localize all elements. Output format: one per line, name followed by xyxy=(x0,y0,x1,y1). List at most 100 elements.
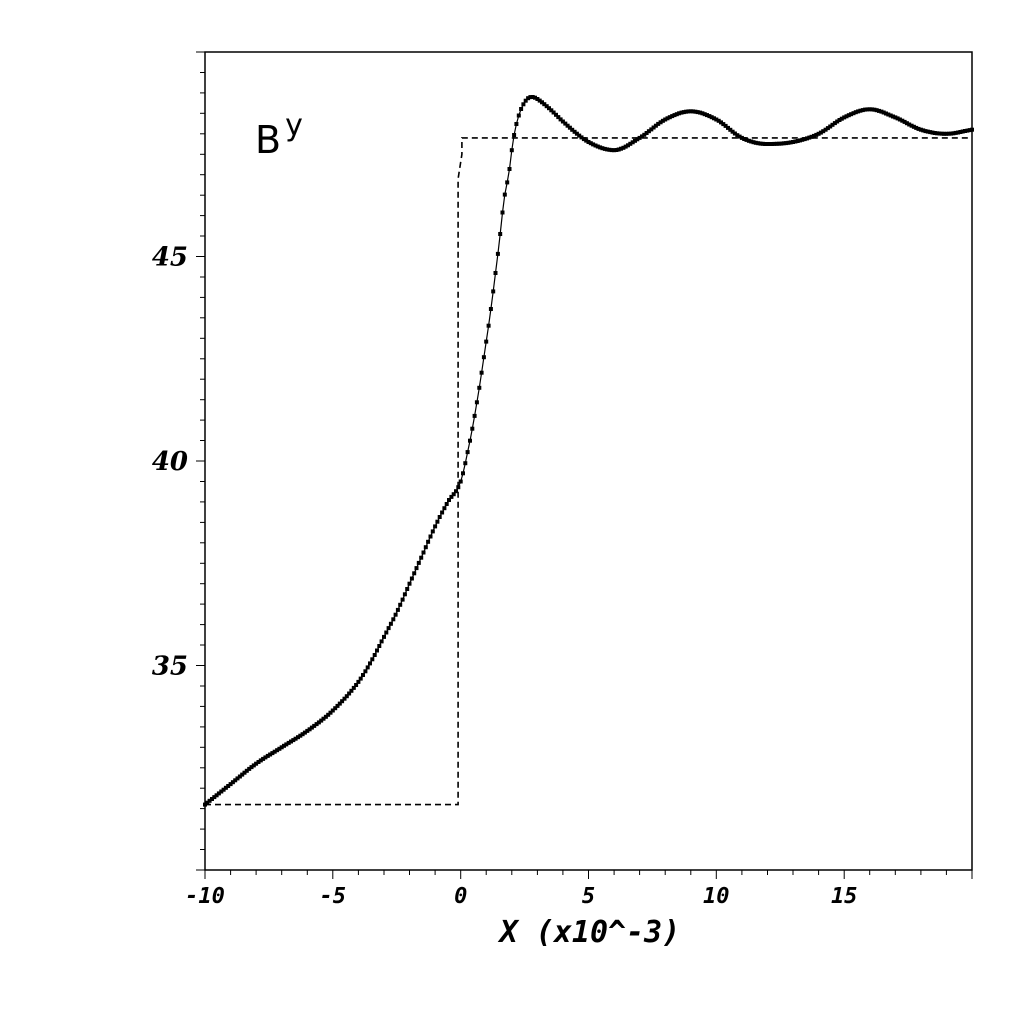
series-0-marker-320 xyxy=(946,131,951,136)
series-0-marker-153 xyxy=(558,117,563,122)
series-0-marker-33 xyxy=(279,745,284,750)
x-tick-label: -5 xyxy=(320,884,347,909)
series-0-marker-216 xyxy=(705,113,709,118)
series-0-marker-330 xyxy=(970,127,974,132)
series-0-marker-238 xyxy=(756,141,761,146)
plot-area xyxy=(203,95,974,807)
series-0-marker-62 xyxy=(347,691,352,696)
series-0-marker-237 xyxy=(753,140,758,145)
x-axis-title: X (x10^-3) xyxy=(497,915,681,950)
y-tick-label: 40 xyxy=(152,447,188,477)
series-0-marker-99 xyxy=(433,524,438,529)
series-0-marker-137 xyxy=(521,102,526,107)
series-0-marker-265 xyxy=(818,130,823,135)
series-0-marker-9 xyxy=(223,785,228,790)
series-0-marker-156 xyxy=(565,123,570,128)
series-0-marker-229 xyxy=(735,133,740,138)
series-0-marker-143 xyxy=(535,97,540,101)
series-0-marker-175 xyxy=(609,148,614,153)
series-0-marker-191 xyxy=(646,129,651,134)
series-0-marker-124 xyxy=(491,289,496,294)
series-0-marker-125 xyxy=(493,271,498,275)
x-tick-label: 5 xyxy=(582,884,595,909)
series-0-marker-189 xyxy=(642,132,647,137)
series-0-marker-141 xyxy=(530,95,535,99)
series-0-marker-142 xyxy=(533,95,537,100)
series-0-marker-105 xyxy=(447,498,451,502)
series-0-marker-273 xyxy=(837,118,842,122)
series-0-marker-89 xyxy=(409,576,414,581)
series-0-marker-316 xyxy=(937,131,942,136)
series-0-marker-309 xyxy=(921,128,926,133)
series-0-marker-147 xyxy=(544,104,549,109)
series-0-marker-74 xyxy=(375,648,379,653)
series-0-marker-120 xyxy=(481,355,486,360)
series-0-marker-101 xyxy=(437,515,442,519)
series-0-marker-40 xyxy=(296,735,300,740)
series-0-marker-187 xyxy=(637,135,642,140)
series-0-marker-234 xyxy=(746,138,751,143)
series-0-marker-242 xyxy=(765,142,770,146)
series-0-marker-291 xyxy=(879,109,884,114)
series-0-marker-219 xyxy=(712,116,716,121)
series-0-marker-72 xyxy=(370,657,375,662)
series-0-marker-68 xyxy=(361,673,365,677)
series-0-marker-293 xyxy=(884,111,888,116)
series-0-marker-119 xyxy=(479,370,484,375)
series-0-marker-315 xyxy=(935,131,940,136)
series-0-marker-140 xyxy=(528,95,533,100)
series-0-marker-114 xyxy=(468,438,472,443)
series-0-marker-121 xyxy=(484,339,489,344)
series-0-marker-163 xyxy=(581,137,586,142)
series-0-marker-304 xyxy=(909,123,914,128)
series-0-marker-249 xyxy=(781,141,786,146)
series-0-marker-329 xyxy=(967,128,972,133)
series-0-marker-235 xyxy=(749,139,754,144)
series-0-marker-127 xyxy=(498,232,503,236)
y-tick-label: 35 xyxy=(152,652,188,682)
series-0-marker-56 xyxy=(333,706,338,711)
series-0-marker-84 xyxy=(398,602,403,607)
series-0-marker-197 xyxy=(660,118,665,123)
series-0-marker-258 xyxy=(802,137,807,142)
series-0-marker-178 xyxy=(616,147,621,152)
series-0-marker-145 xyxy=(540,100,544,105)
series-0-marker-246 xyxy=(774,141,779,146)
series-0-marker-313 xyxy=(930,130,935,135)
series-0-marker-15 xyxy=(237,774,242,779)
series-0-marker-23 xyxy=(256,760,261,764)
series-0-marker-3 xyxy=(210,797,214,801)
series-0-marker-104 xyxy=(444,502,449,506)
series-0-marker-180 xyxy=(621,145,626,150)
series-0-marker-110 xyxy=(458,479,463,484)
series-0-marker-328 xyxy=(965,128,970,133)
series-0-marker-220 xyxy=(714,117,719,122)
series-0-marker-266 xyxy=(821,129,826,134)
series-0-marker-247 xyxy=(777,141,782,146)
series-0-marker-268 xyxy=(825,126,830,131)
series-0-marker-30 xyxy=(272,749,277,754)
series-0-marker-129 xyxy=(502,192,507,197)
series-0-marker-117 xyxy=(474,400,479,405)
series-0-marker-80 xyxy=(388,621,393,626)
series-0-marker-209 xyxy=(688,109,693,114)
series-0-marker-192 xyxy=(649,127,654,132)
series-0-marker-94 xyxy=(421,550,426,555)
series-0-marker-170 xyxy=(598,145,603,150)
series-0-marker-210 xyxy=(691,109,696,114)
series-0-marker-11 xyxy=(228,782,233,787)
series-0-marker-164 xyxy=(584,138,589,143)
series-0-marker-21 xyxy=(251,763,256,768)
series-0-marker-171 xyxy=(600,146,605,151)
series-0-marker-12 xyxy=(230,780,235,785)
series-0-marker-252 xyxy=(788,140,793,145)
series-0-marker-307 xyxy=(916,126,921,131)
series-0-marker-271 xyxy=(832,121,837,126)
series-0-marker-254 xyxy=(793,139,798,144)
series-0-marker-51 xyxy=(321,716,326,721)
series-0-marker-52 xyxy=(323,714,328,719)
series-0-marker-294 xyxy=(886,112,891,117)
series-0-marker-251 xyxy=(786,140,791,145)
series-0-marker-75 xyxy=(377,644,382,648)
